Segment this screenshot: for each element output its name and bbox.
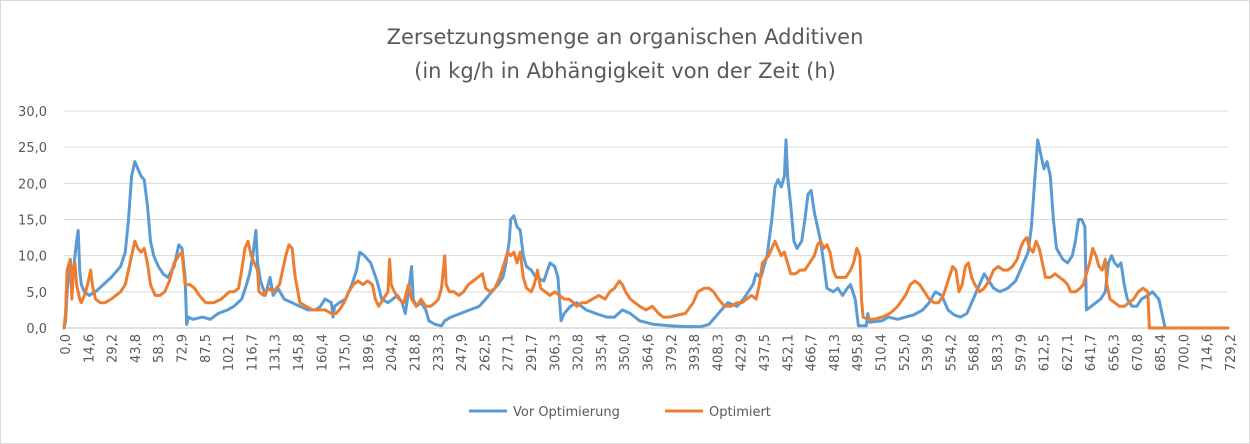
x-tick-label: 481,3 bbox=[828, 334, 843, 371]
x-tick-label: 306,3 bbox=[548, 334, 563, 371]
x-tick-label: 379,2 bbox=[665, 334, 680, 371]
x-tick-label: 43,8 bbox=[129, 334, 144, 363]
legend-label: Vor Optimierung bbox=[513, 405, 620, 420]
chart-title-line-2: (in kg/h in Abhängigkeit von der Zeit (h… bbox=[414, 59, 836, 83]
x-tick-label: 700,0 bbox=[1177, 334, 1192, 371]
x-tick-label: 58,3 bbox=[152, 334, 167, 363]
y-tick-label: 0,0 bbox=[26, 322, 47, 337]
x-tick-label: 218,8 bbox=[409, 334, 424, 371]
x-tick-label: 14,6 bbox=[82, 334, 97, 363]
x-tick-label: 29,2 bbox=[106, 334, 121, 363]
legend: Vor Optimierung Optimiert bbox=[469, 405, 771, 420]
x-tick-label: 160,4 bbox=[315, 334, 330, 371]
y-tick-label: 10,0 bbox=[18, 250, 47, 265]
x-tick-label: 277,1 bbox=[502, 334, 517, 371]
x-tick-label: 583,3 bbox=[991, 334, 1006, 371]
x-tick-label: 204,2 bbox=[385, 334, 400, 371]
x-tick-label: 495,8 bbox=[851, 334, 866, 371]
x-axis: 0,0 14,6 29,2 43,8 58,3 72,9 87,5 102,1 116,7 131… bbox=[59, 334, 1239, 371]
x-tick-label: 641,7 bbox=[1084, 334, 1099, 371]
x-tick-label: 72,9 bbox=[176, 334, 191, 363]
x-tick-label: 612,5 bbox=[1038, 334, 1053, 371]
x-tick-label: 656,3 bbox=[1108, 334, 1123, 371]
x-tick-label: 729,2 bbox=[1224, 334, 1239, 371]
x-tick-label: 685,4 bbox=[1154, 334, 1169, 371]
series-line bbox=[62, 138, 1230, 330]
y-tick-label: 5,0 bbox=[26, 286, 47, 301]
x-tick-label: 175,0 bbox=[339, 334, 354, 371]
x-tick-label: 422,9 bbox=[735, 334, 750, 371]
legend-label: Optimiert bbox=[709, 405, 771, 420]
x-tick-label: 102,1 bbox=[222, 334, 237, 371]
y-tick-label: 30,0 bbox=[18, 105, 47, 120]
x-tick-label: 466,7 bbox=[805, 334, 820, 371]
x-tick-label: 627,1 bbox=[1061, 334, 1076, 371]
x-tick-label: 437,5 bbox=[758, 334, 773, 371]
y-axis: 0,0 5,0 10,0 15,0 20,0 25,0 30,0 bbox=[18, 105, 47, 337]
y-tick-label: 20,0 bbox=[18, 177, 47, 192]
x-tick-label: 364,6 bbox=[642, 334, 657, 371]
x-tick-label: 350,0 bbox=[618, 334, 633, 371]
x-tick-label: 262,5 bbox=[478, 334, 493, 371]
x-tick-label: 0,0 bbox=[59, 334, 74, 355]
x-tick-label: 335,4 bbox=[595, 334, 610, 371]
x-tick-label: 408,3 bbox=[711, 334, 726, 371]
x-tick-label: 189,6 bbox=[362, 334, 377, 371]
series-lines bbox=[62, 138, 1230, 330]
x-tick-label: 145,8 bbox=[292, 334, 307, 371]
series-line bbox=[62, 236, 1230, 330]
x-tick-label: 320,8 bbox=[572, 334, 587, 371]
x-tick-label: 131,3 bbox=[269, 334, 284, 371]
y-tick-label: 15,0 bbox=[18, 214, 47, 229]
x-tick-label: 597,9 bbox=[1014, 334, 1029, 371]
y-tick-label: 25,0 bbox=[18, 141, 47, 156]
x-tick-label: 116,7 bbox=[245, 334, 260, 371]
x-tick-label: 539,6 bbox=[921, 334, 936, 371]
x-tick-label: 714,6 bbox=[1201, 334, 1216, 371]
x-tick-label: 525,0 bbox=[898, 334, 913, 371]
x-tick-label: 568,8 bbox=[968, 334, 983, 371]
chart-title-line-1: Zersetzungsmenge an organischen Additive… bbox=[387, 25, 864, 49]
x-tick-label: 452,1 bbox=[781, 334, 796, 371]
x-tick-label: 393,8 bbox=[688, 334, 703, 371]
x-tick-label: 233,3 bbox=[432, 334, 447, 371]
x-tick-label: 554,2 bbox=[944, 334, 959, 371]
x-tick-label: 510,4 bbox=[875, 334, 890, 371]
x-tick-label: 670,8 bbox=[1131, 334, 1146, 371]
x-tick-label: 291,7 bbox=[525, 334, 540, 371]
x-tick-label: 87,5 bbox=[199, 334, 214, 363]
x-tick-label: 247,9 bbox=[455, 334, 470, 371]
